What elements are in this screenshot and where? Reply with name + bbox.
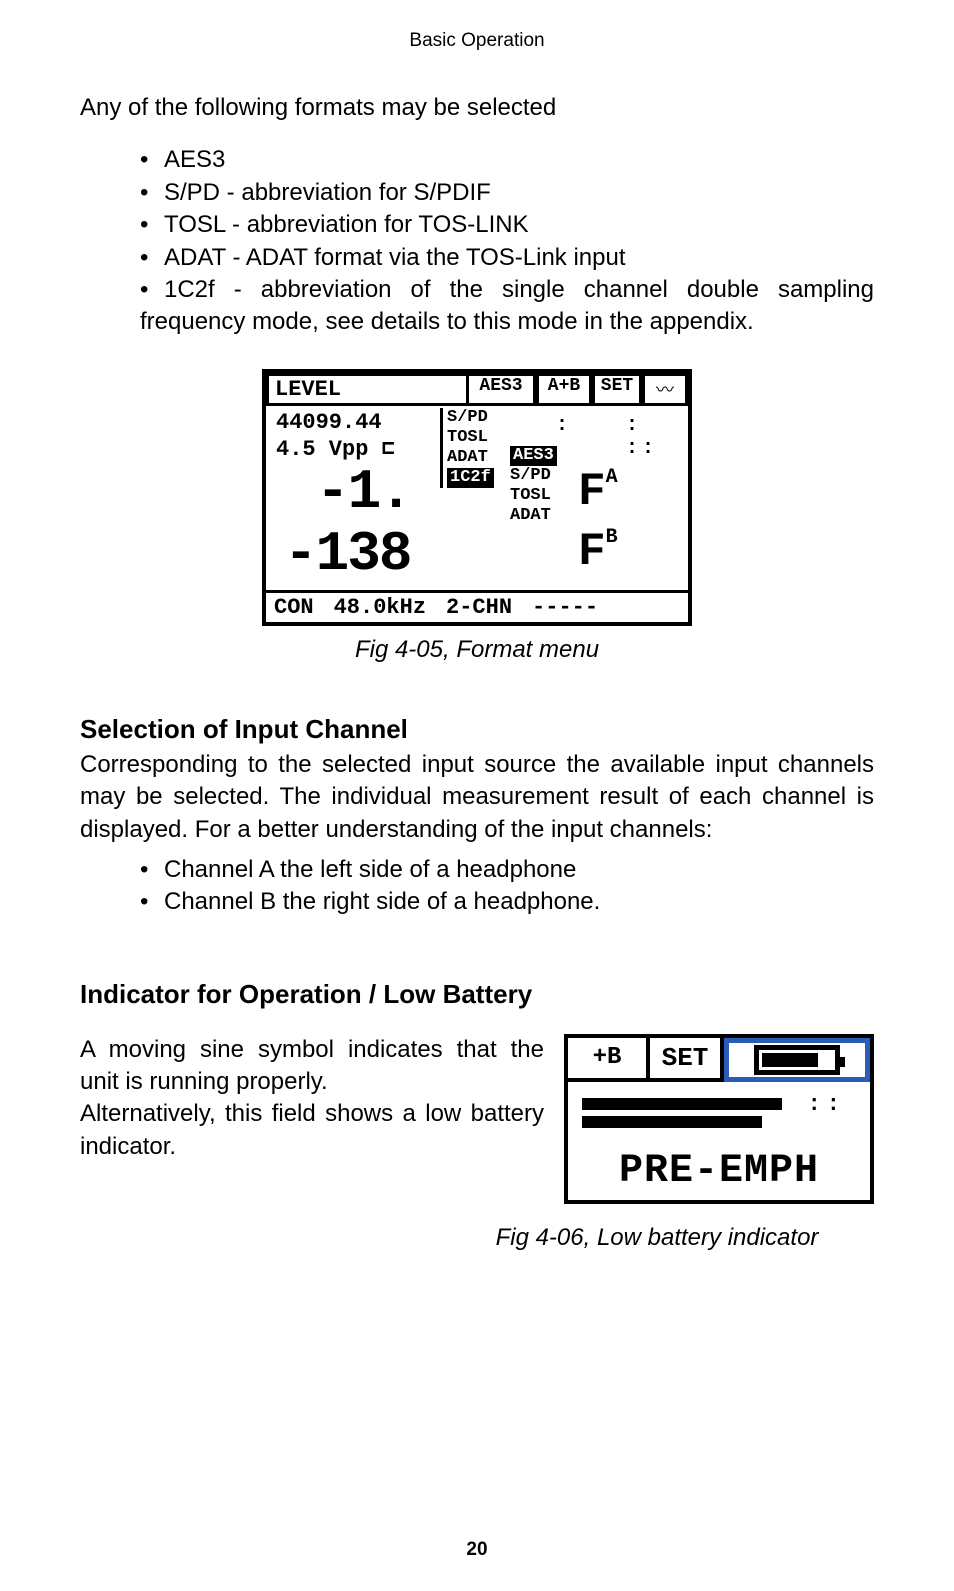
figure-2-caption: Fig 4-06, Low battery indicator <box>440 1224 874 1252</box>
section-1-title: Selection of Input Channel <box>80 714 874 745</box>
channels-list: Channel A the left side of a headphone C… <box>140 854 874 919</box>
ab-cell: A+B <box>536 373 592 406</box>
battery-highlight <box>724 1038 870 1082</box>
page-number: 20 <box>0 1539 954 1561</box>
f2-set-cell: SET <box>646 1038 724 1082</box>
lcd-top-row: LEVEL AES3 A+B SET 〰 <box>266 373 688 406</box>
low-batt-p1: A moving sine symbol indicates that the … <box>80 1034 544 1099</box>
format-menu-2: AES3 S/PD TOSL ADAT <box>510 446 574 526</box>
intro-text: Any of the following formats may be sele… <box>80 92 874 124</box>
format-item: TOSL - abbreviation for TOS-LINK <box>140 209 874 241</box>
con-label: CON <box>274 595 314 620</box>
menu-item: 1C2f <box>440 468 512 488</box>
lcd-bottom-row: CON 48.0kHz 2-CHN ----- <box>266 590 688 622</box>
figure-1: LEVEL AES3 A+B SET 〰 44099.44 4.5 Vpp ⊏ … <box>80 369 874 626</box>
set-cell: SET <box>592 373 642 406</box>
battery-icon <box>754 1045 840 1075</box>
channel-a-indicator: FA <box>578 466 618 518</box>
figure-1-caption: Fig 4-05, Format menu <box>80 636 874 664</box>
format-item: AES3 <box>140 144 874 176</box>
aes3-cell: AES3 <box>466 373 536 406</box>
khz-value: 48.0kHz <box>334 595 426 620</box>
page-header: Basic Operation <box>80 30 874 52</box>
channel-b-indicator: FB <box>578 526 618 578</box>
big-reading-a: -1. <box>316 460 411 524</box>
dashes: ----- <box>532 595 598 620</box>
chn-value: 2-CHN <box>446 595 512 620</box>
lcd-display-2: +B SET :: :: PRE-EMPH <box>564 1034 874 1204</box>
menu-item: S/PD <box>440 408 512 428</box>
f2-top-row: +B SET <box>568 1038 870 1082</box>
section-2-title: Indicator for Operation / Low Battery <box>80 979 874 1010</box>
f2-dots: :: :: <box>750 1096 846 1114</box>
menu-item: ADAT <box>440 448 512 468</box>
menu-item-selected: AES3 <box>510 446 574 466</box>
formats-list: AES3 S/PD - abbreviation for S/PDIF TOSL… <box>140 144 874 338</box>
format-item: 1C2f - abbreviation of the single channe… <box>140 274 874 339</box>
freq-value: 44099.44 <box>276 410 382 435</box>
dots-2: : :: <box>626 414 688 460</box>
menu-item: TOSL <box>440 428 512 448</box>
lcd-mid: 44099.44 4.5 Vpp ⊏ -1. -138 S/PD TOSL AD… <box>266 406 688 590</box>
level-label: LEVEL <box>266 373 466 406</box>
low-batt-p2: Alternatively, this field shows a low ba… <box>80 1098 544 1163</box>
section-1-body: Corresponding to the selected input sour… <box>80 749 874 846</box>
format-item: ADAT - ADAT format via the TOS-Link inpu… <box>140 242 874 274</box>
format-item: S/PD - abbreviation for S/PDIF <box>140 177 874 209</box>
wave-icon: 〰 <box>642 373 688 406</box>
bar-2 <box>582 1116 762 1128</box>
figure-2: +B SET :: :: PRE-EMPH <box>564 1034 874 1204</box>
lcd-display-1: LEVEL AES3 A+B SET 〰 44099.44 4.5 Vpp ⊏ … <box>262 369 692 626</box>
dots-1: : <box>556 414 570 437</box>
format-menu-1: S/PD TOSL ADAT 1C2f <box>440 408 512 488</box>
low-battery-row: A moving sine symbol indicates that the … <box>80 1034 874 1204</box>
battery-fill <box>762 1053 818 1067</box>
channel-item: Channel A the left side of a headphone <box>140 854 874 886</box>
menu-item: S/PD <box>510 466 574 486</box>
channel-item: Channel B the right side of a headphone. <box>140 886 874 918</box>
menu-item: TOSL <box>510 486 574 506</box>
big-reading-b: -138 <box>284 522 410 586</box>
vpp-value: 4.5 Vpp ⊏ <box>276 436 395 462</box>
menu-item-boxed: ADAT <box>510 506 574 526</box>
low-battery-text: A moving sine symbol indicates that the … <box>80 1034 544 1204</box>
f2-ab-cell: +B <box>568 1038 646 1082</box>
pre-emph-text: PRE-EMPH <box>568 1149 870 1194</box>
